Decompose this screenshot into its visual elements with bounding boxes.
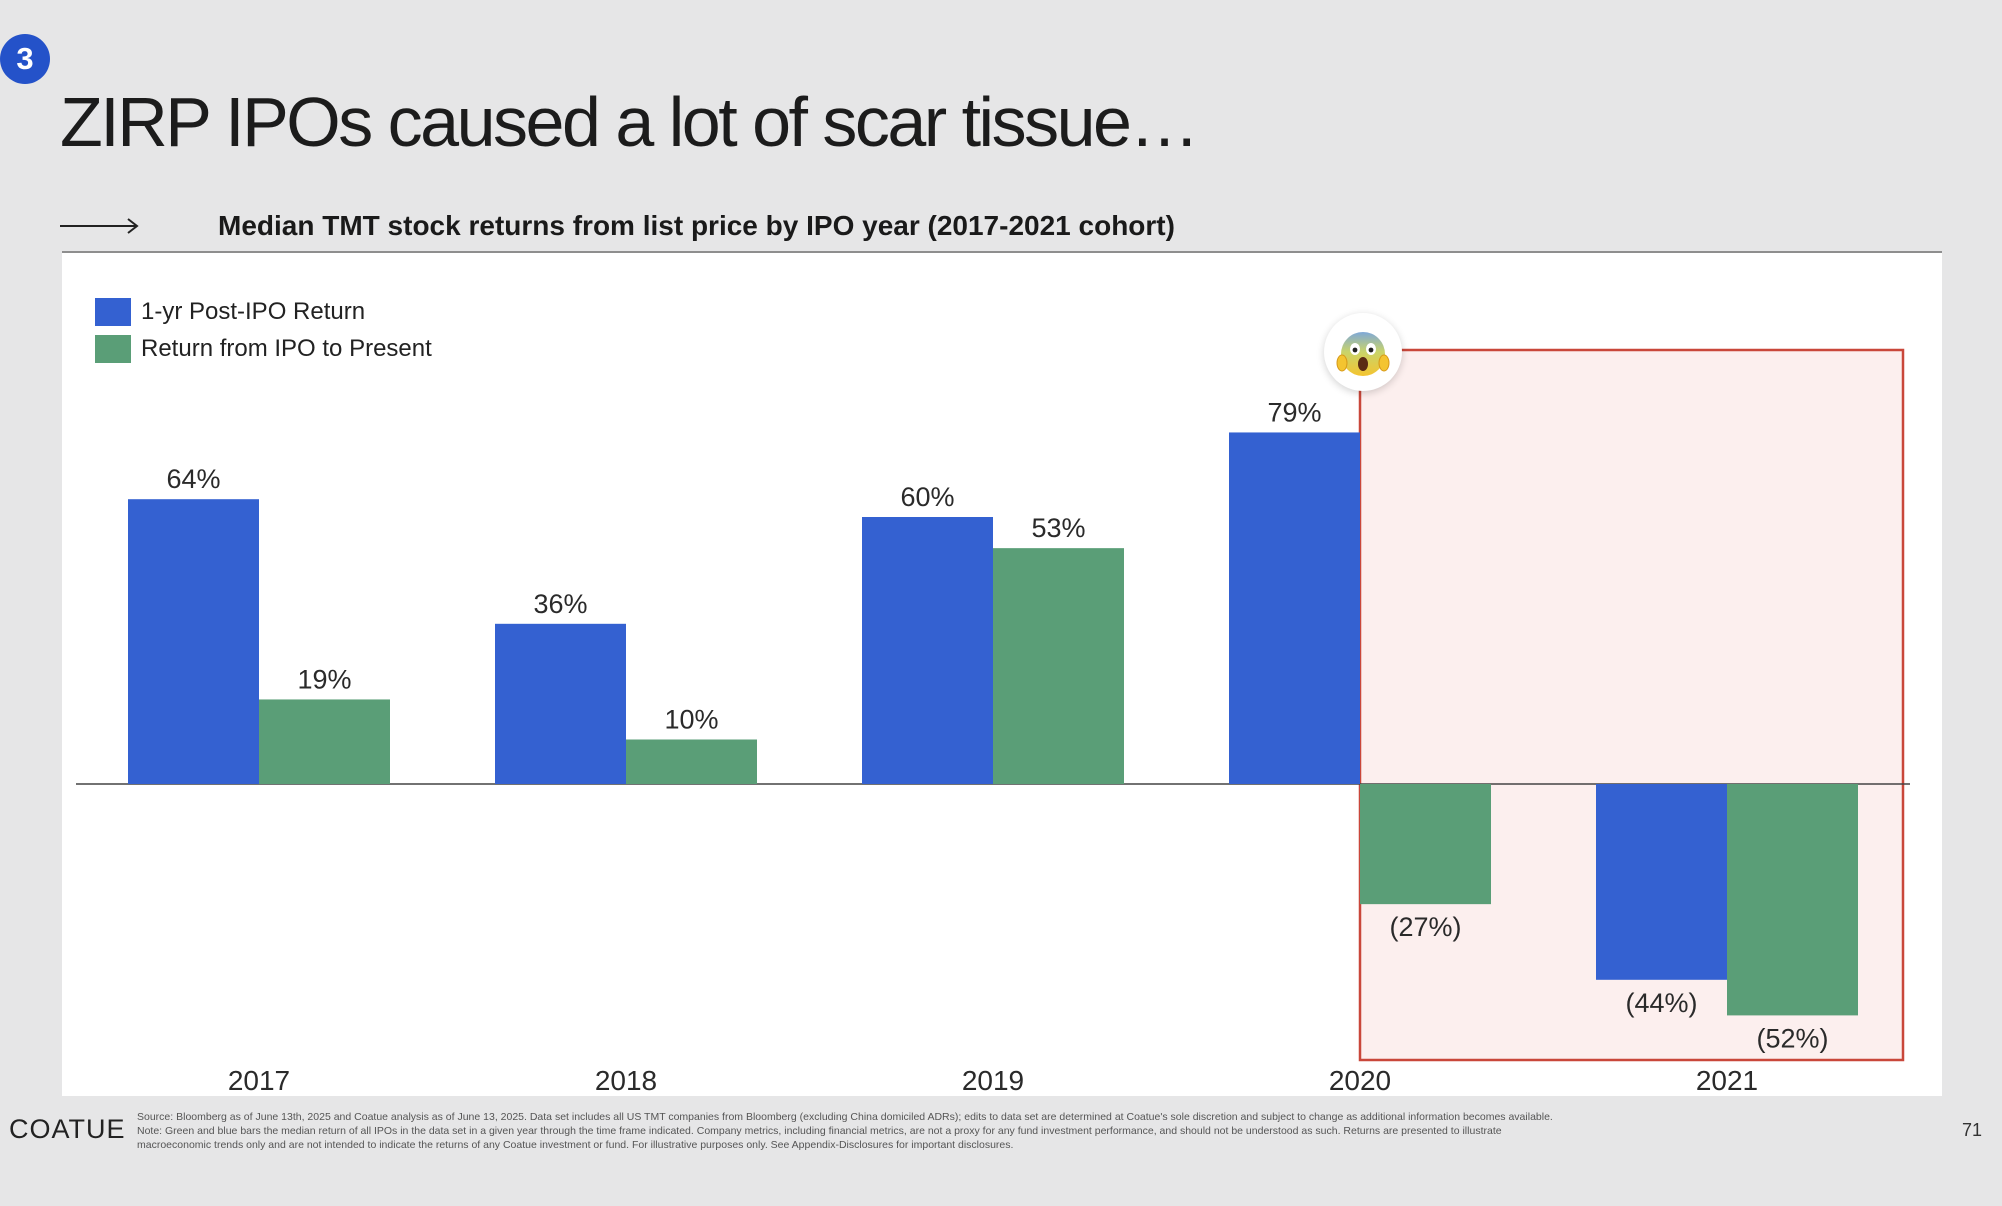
data-label: 36% [533,589,587,619]
legend-swatch-green [95,334,131,363]
legend-item-post-ipo: 1-yr Post-IPO Return [95,293,432,330]
data-label: 64% [166,464,220,494]
bar-2018-series-1 [495,623,626,784]
bar-2020-series-2 [1360,784,1491,905]
legend-item-to-present: Return from IPO to Present [95,330,432,367]
bar-2021-series-1 [1596,784,1727,980]
subtitle-row: Median TMT stock returns from list price… [60,206,1175,246]
data-label: (52%) [1756,1023,1828,1053]
chart-subtitle: Median TMT stock returns from list price… [218,210,1175,241]
arrow-right-icon [60,218,139,234]
data-label: 10% [664,705,718,735]
x-tick-label: 2021 [1696,1065,1758,1096]
data-label: 79% [1267,397,1321,427]
x-tick-label: 2019 [962,1065,1024,1096]
coatue-logo: COATUE [9,1114,126,1144]
legend-label: 1-yr Post-IPO Return [141,297,366,325]
data-label: (27%) [1389,912,1461,942]
data-label: (44%) [1625,988,1697,1018]
slide-title: ZIRP IPOs caused a lot of scar tissue… [60,83,1199,161]
bar-2019-series-2 [993,548,1124,784]
data-label: 53% [1031,513,1085,543]
bar-2017-series-1 [128,499,259,784]
subtitle-divider [62,251,1942,253]
bar-2020-series-1 [1229,432,1360,784]
source-footnote: Source: Bloomberg as of June 13th, 2025 … [137,1110,1837,1152]
x-tick-label: 2017 [228,1065,290,1096]
footnote-line: Source: Bloomberg as of June 13th, 2025 … [137,1111,1553,1123]
bar-2019-series-1 [862,517,993,784]
bar-2017-series-2 [259,699,390,784]
data-label: 60% [900,482,954,512]
bar-2018-series-2 [626,739,757,784]
footnote-line: Note: Green and blue bars the median ret… [137,1125,1502,1137]
legend-label: Return from IPO to Present [141,334,432,362]
bar-chart: 64% 19% 2017 36% 10% 2018 60% 53% 2019 79% (27%) 20… [76,348,1910,1096]
slide-number-badge: 3 [0,34,50,84]
page-number: 71 [1962,1120,1983,1140]
footnote-line: macroeconomic trends only and are not in… [137,1139,1014,1151]
chart-legend: 1-yr Post-IPO Return Return from IPO to … [95,293,432,367]
face-screaming-in-fear-icon [1336,332,1390,376]
x-tick-label: 2020 [1329,1065,1391,1096]
legend-swatch-blue [95,297,131,326]
scream-emoji-badge: 😱 [1324,313,1402,391]
data-label: 19% [297,664,351,694]
chart-panel: 64% 19% 2017 36% 10% 2018 60% 53% 2019 79% (27%) 20… [62,253,1942,1096]
x-tick-label: 2018 [595,1065,657,1096]
bar-2021-series-2 [1727,784,1858,1016]
